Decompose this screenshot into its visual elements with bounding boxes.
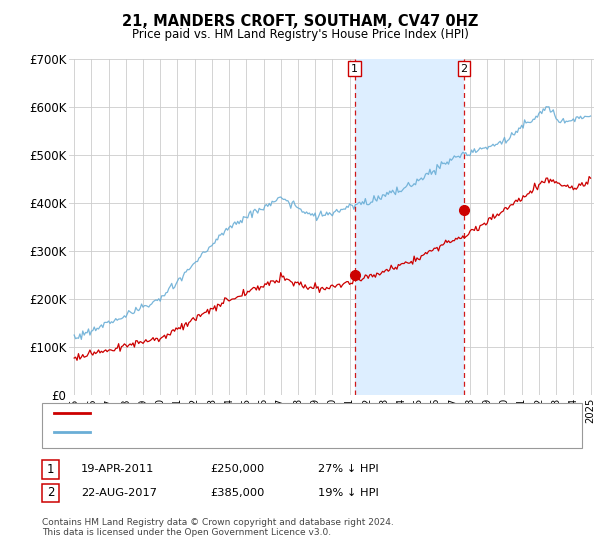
Text: 1: 1 [351,64,358,73]
Text: 22-AUG-2017: 22-AUG-2017 [81,488,157,498]
Text: 27% ↓ HPI: 27% ↓ HPI [318,464,379,474]
Text: 21, MANDERS CROFT, SOUTHAM, CV47 0HZ (detached house): 21, MANDERS CROFT, SOUTHAM, CV47 0HZ (de… [99,408,439,418]
Text: 1: 1 [47,463,54,476]
Text: 21, MANDERS CROFT, SOUTHAM, CV47 0HZ: 21, MANDERS CROFT, SOUTHAM, CV47 0HZ [122,14,478,29]
Bar [355,59,464,395]
Text: Price paid vs. HM Land Registry's House Price Index (HPI): Price paid vs. HM Land Registry's House … [131,28,469,41]
Text: 2: 2 [460,64,467,73]
Text: 2: 2 [47,486,54,500]
Text: £385,000: £385,000 [210,488,265,498]
Text: Contains HM Land Registry data © Crown copyright and database right 2024.
This d: Contains HM Land Registry data © Crown c… [42,518,394,538]
Text: HPI: Average price, detached house, Stratford-on-Avon: HPI: Average price, detached house, Stra… [99,427,398,437]
Text: 19% ↓ HPI: 19% ↓ HPI [318,488,379,498]
Text: £250,000: £250,000 [210,464,264,474]
Text: 19-APR-2011: 19-APR-2011 [81,464,154,474]
